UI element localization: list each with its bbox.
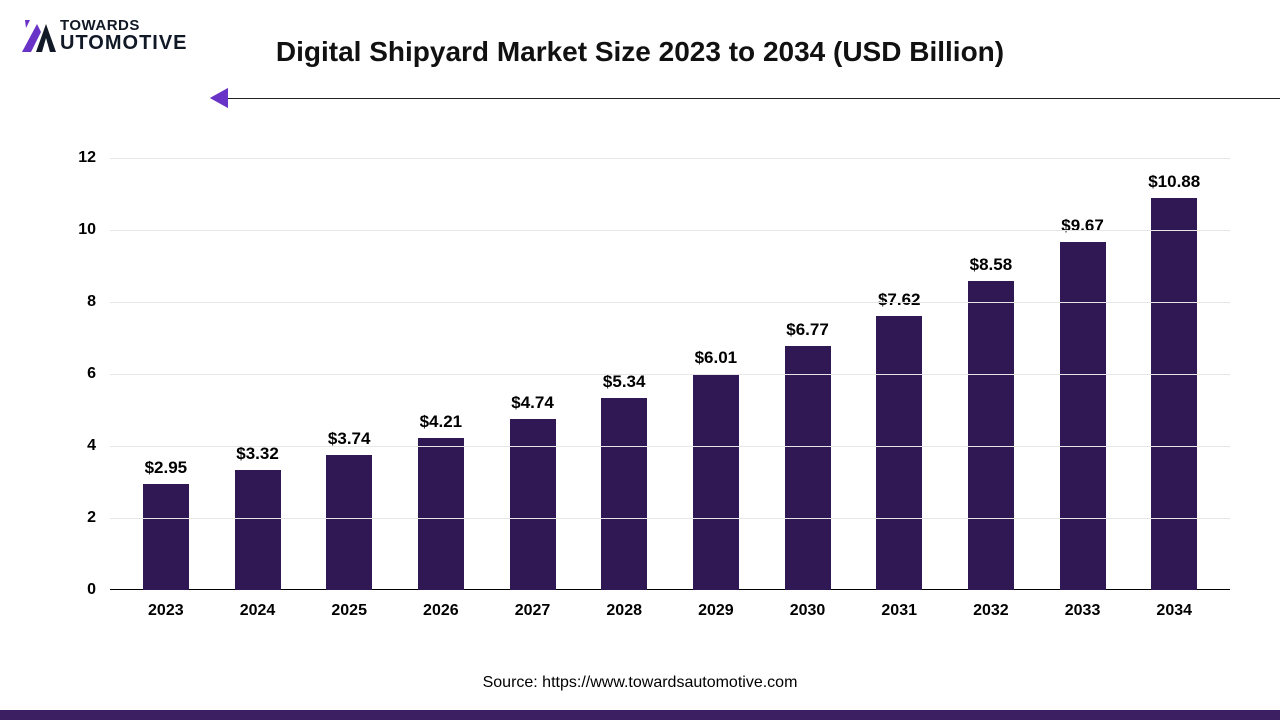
bar [876,316,922,590]
plot-area: $2.95$3.32$3.74$4.21$4.74$5.34$6.01$6.77… [110,158,1230,590]
x-tick-label: 2024 [212,602,304,620]
bar [418,438,464,590]
bar-value-label: $2.95 [120,458,212,478]
y-tick-label: 8 [70,293,110,311]
bar [143,484,189,590]
footer-bar [0,710,1280,720]
y-tick-label: 2 [70,509,110,527]
bar [510,419,556,590]
chart-title: Digital Shipyard Market Size 2023 to 203… [0,36,1280,68]
bar [326,455,372,590]
bar [1060,242,1106,590]
divider-line [226,98,1280,99]
x-tick-label: 2028 [578,602,670,620]
bar-value-label: $8.58 [945,255,1037,275]
bar-value-label: $4.21 [395,412,487,432]
y-tick-label: 0 [70,581,110,599]
bar [601,398,647,590]
bar-value-label: $9.67 [1037,216,1129,236]
bar-value-label: $4.74 [487,393,579,413]
page: TOWARDS UTOMOTIVE Digital Shipyard Marke… [0,0,1280,720]
bar [693,374,739,590]
source-line: Source: https://www.towardsautomotive.co… [0,674,1280,692]
divider-arrow [210,88,1280,108]
x-tick-label: 2032 [945,602,1037,620]
x-tick-label: 2029 [670,602,762,620]
grid-line [110,374,1230,375]
y-tick-label: 12 [70,149,110,167]
x-tick-label: 2023 [120,602,212,620]
grid-line [110,518,1230,519]
bar [1151,198,1197,590]
y-tick-label: 4 [70,437,110,455]
bar-value-label: $3.32 [212,444,304,464]
y-tick-label: 6 [70,365,110,383]
x-tick-label: 2026 [395,602,487,620]
arrow-left-icon [210,88,228,108]
bar-value-label: $6.01 [670,348,762,368]
x-tick-label: 2025 [303,602,395,620]
y-tick-label: 10 [70,221,110,239]
grid-line [110,302,1230,303]
x-axis-labels: 2023202420252026202720282029203020312032… [110,602,1230,620]
grid-line [110,158,1230,159]
grid-line [110,446,1230,447]
bar-value-label: $10.88 [1128,172,1220,192]
grid-line [110,230,1230,231]
x-tick-label: 2027 [487,602,579,620]
bar-chart: $2.95$3.32$3.74$4.21$4.74$5.34$6.01$6.77… [50,150,1240,650]
bar [785,346,831,590]
x-tick-label: 2034 [1128,602,1220,620]
bar [968,281,1014,590]
bar [235,470,281,590]
x-tick-label: 2031 [853,602,945,620]
x-tick-label: 2030 [762,602,854,620]
bar-value-label: $6.77 [762,320,854,340]
bar-value-label: $7.62 [853,290,945,310]
x-tick-label: 2033 [1037,602,1129,620]
